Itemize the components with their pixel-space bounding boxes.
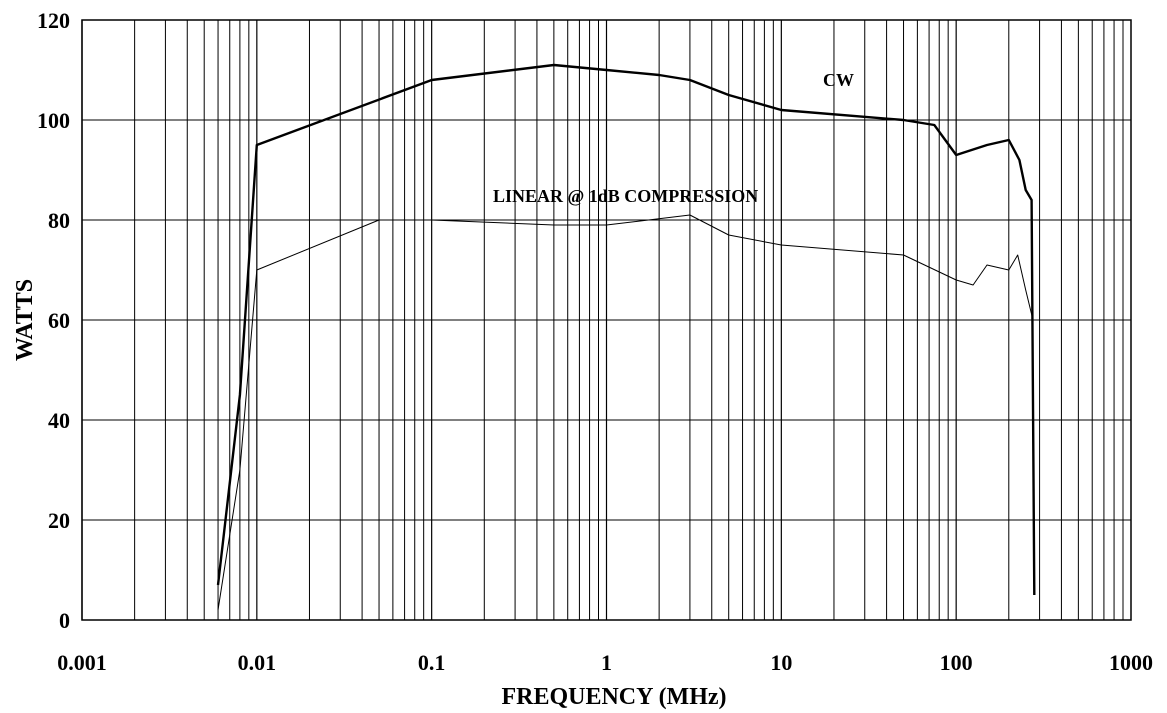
series-label-linear: LINEAR @ 1dB COMPRESSION <box>493 186 758 206</box>
y-tick-label: 120 <box>37 8 70 33</box>
y-tick-label: 60 <box>48 308 70 333</box>
x-tick-label: 0.001 <box>57 650 107 675</box>
y-tick-label: 80 <box>48 208 70 233</box>
y-tick-label: 100 <box>37 108 70 133</box>
series-label-cw: CW <box>823 70 854 90</box>
x-tick-label: 0.1 <box>418 650 446 675</box>
y-tick-labels: 0 20 40 60 80 100 120 <box>37 8 70 633</box>
grid-lines <box>81 19 1131 621</box>
y-tick-label: 20 <box>48 508 70 533</box>
plot-frame <box>81 19 1132 621</box>
series-line-linear <box>217 214 1034 611</box>
x-tick-label: 1 <box>601 650 612 675</box>
x-tick-label: 1000 <box>1109 650 1153 675</box>
y-tick-label: 40 <box>48 408 70 433</box>
y-axis-label: WATTS <box>12 279 38 361</box>
series-line-cw <box>216 63 1036 596</box>
x-tick-label: 100 <box>940 650 973 675</box>
x-tick-label: 10 <box>770 650 792 675</box>
x-tick-labels: 0.001 0.01 0.1 1 10 100 1000 <box>57 650 1153 675</box>
series-layer <box>216 63 1036 611</box>
x-axis-label: FREQUENCY (MHz) <box>501 684 726 710</box>
x-tick-label: 0.01 <box>238 650 277 675</box>
y-tick-label: 0 <box>59 608 70 633</box>
